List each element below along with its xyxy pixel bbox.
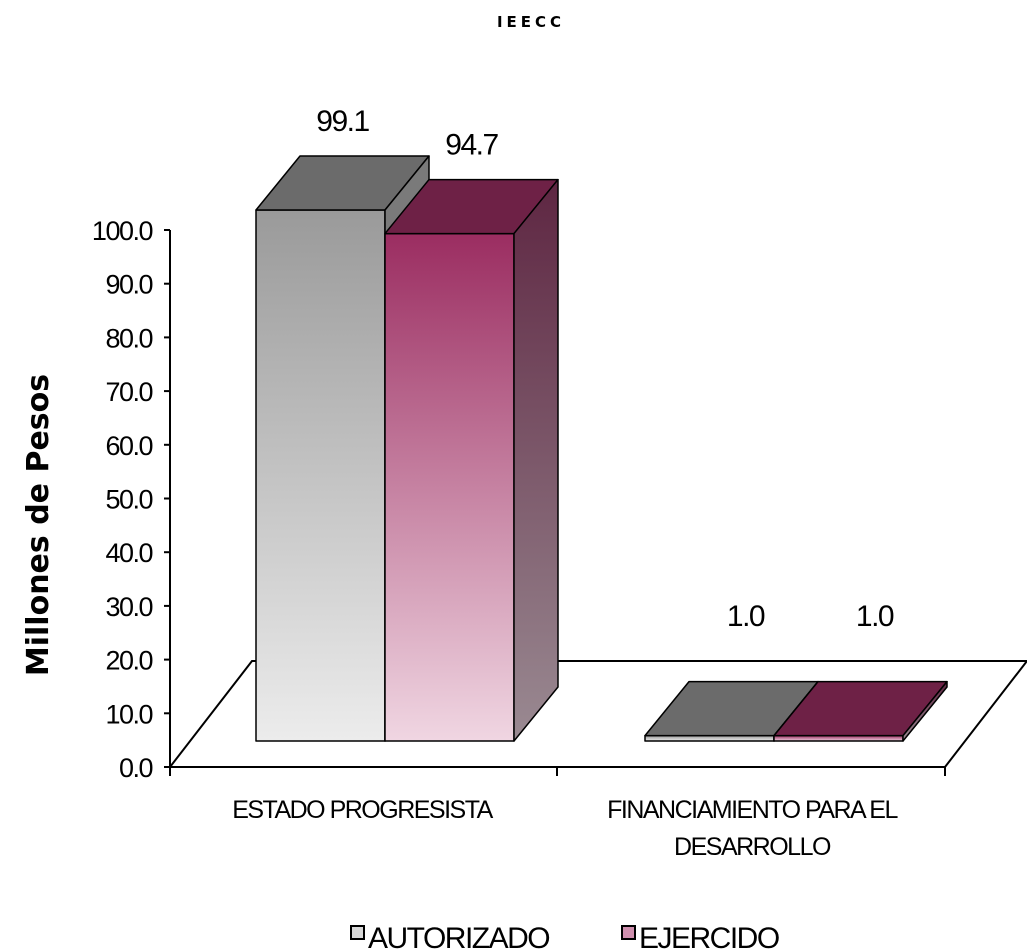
- bar-ejercido-1-front: [773, 734, 904, 742]
- y-tick-label: 30.0: [105, 592, 152, 622]
- bar-ejercido-0-front: [384, 232, 515, 742]
- legend-label-autorizado: AUTORIZADO: [368, 922, 549, 952]
- data-label-autorizado-0: 99.1: [316, 105, 369, 138]
- y-tick-label: 90.0: [105, 270, 152, 300]
- bar-ejercido-0-side: [513, 178, 559, 742]
- bar-autorizado-1-front: [644, 734, 775, 742]
- legend-swatch-autorizado: [350, 925, 365, 940]
- y-tick-label: 20.0: [105, 646, 152, 676]
- data-label-ejercido-1: 1.0: [856, 600, 894, 633]
- bars: 99.1 94.7 1.0 1.0: [255, 105, 948, 742]
- y-tick-label: 60.0: [105, 431, 152, 461]
- y-axis-label: Millones de Pesos: [21, 374, 56, 676]
- bar-ejercido-1-side: [902, 680, 948, 742]
- y-tick-label: 50.0: [105, 485, 152, 515]
- y-tick-label: 10.0: [105, 699, 152, 729]
- data-label-autorizado-1: 1.0: [727, 600, 765, 633]
- y-tick-label: 70.0: [105, 377, 152, 407]
- legend-label-ejercido: EJERCIDO: [639, 922, 779, 952]
- y-tick-label: 80.0: [105, 323, 152, 353]
- category-label-estado-progresista: ESTADO PROGRESISTA: [232, 796, 493, 824]
- chart-title: IEECC: [497, 13, 565, 31]
- y-tick-label: 100.0: [92, 216, 153, 246]
- y-tick-label: 40.0: [105, 538, 152, 568]
- legend: AUTORIZADO EJERCIDO: [350, 922, 780, 952]
- bar-autorizado-0-front: [255, 209, 386, 742]
- data-label-ejercido-0: 94.7: [445, 129, 498, 162]
- y-ticks: 0.0 10.0 20.0 30.0 40.0 50.0 60.0 70.0 80.0 90.0 1…: [92, 216, 170, 783]
- category-label-financiamiento-line2: DESARROLLO: [674, 833, 831, 861]
- legend-swatch-ejercido: [621, 925, 636, 940]
- category-label-financiamiento-line1: FINANCIAMIENTO PARA EL: [607, 796, 898, 824]
- y-tick-label: 0.0: [119, 753, 153, 783]
